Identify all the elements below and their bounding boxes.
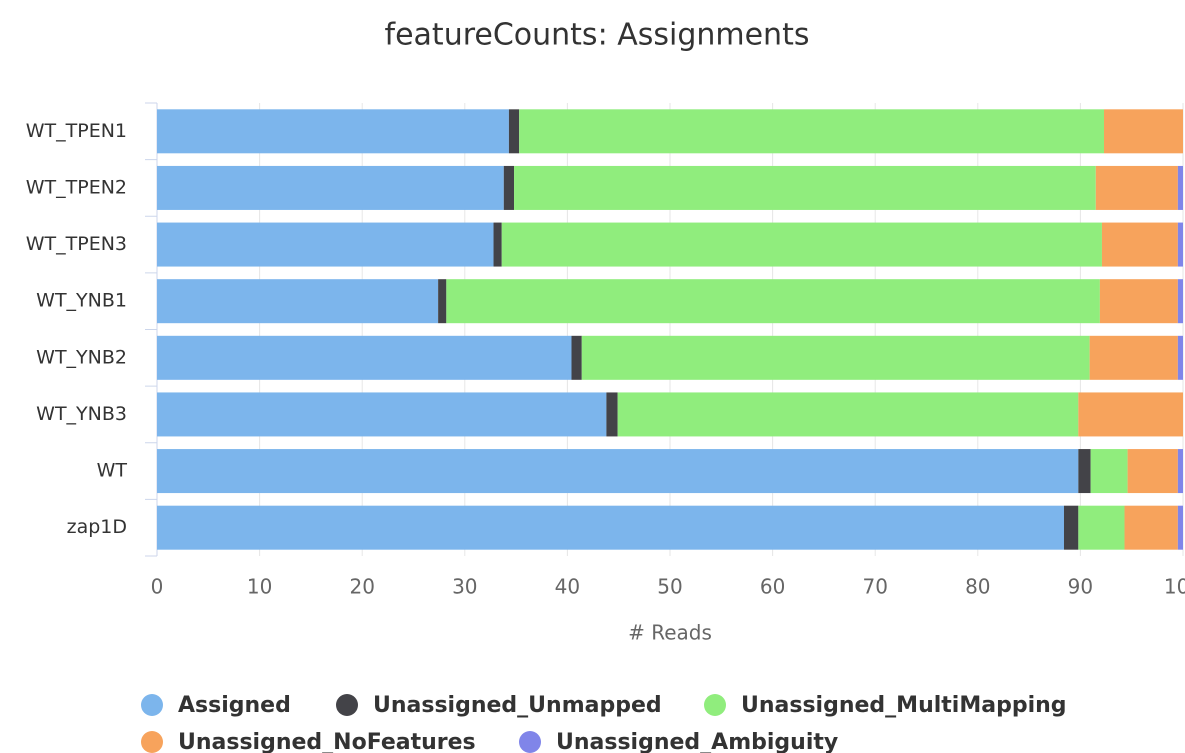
bar-segment	[157, 505, 1064, 550]
bar-segment	[157, 335, 572, 380]
bar-segment	[606, 392, 618, 437]
bar-segment	[514, 165, 1096, 210]
bar-segment	[446, 279, 1100, 324]
bar-segment	[1177, 279, 1183, 324]
bar-segment	[157, 449, 1079, 494]
x-tick-label: 50	[657, 575, 682, 599]
x-tick-label: 60	[760, 575, 785, 599]
bar-segment	[1078, 449, 1091, 494]
y-tick-label: WT	[97, 460, 128, 482]
x-tick-label: 0	[151, 575, 164, 599]
x-tick-label: 90	[1068, 575, 1093, 599]
bar-segment	[519, 109, 1104, 154]
y-tick-label: WT_TPEN2	[26, 176, 127, 198]
bar-segment	[1078, 505, 1125, 550]
bar-segment	[1090, 449, 1128, 494]
bar-segment	[157, 222, 494, 267]
chart-title: featureCounts: Assignments	[385, 18, 810, 53]
bar-segment	[1177, 335, 1183, 380]
bar-segment	[571, 335, 582, 380]
legend-marker	[704, 694, 726, 716]
bar-segment	[1078, 392, 1183, 437]
legend-marker	[519, 731, 541, 753]
bar-segment	[1127, 449, 1178, 494]
bar-segment	[1089, 335, 1178, 380]
bar-segment	[493, 222, 502, 267]
legend-label: Unassigned_MultiMapping	[741, 693, 1067, 718]
x-tick-label: 40	[555, 575, 580, 599]
bar-segment	[1177, 222, 1183, 267]
bar-segment	[438, 279, 447, 324]
bar-segment	[617, 392, 1079, 437]
bar-segment	[581, 335, 1090, 380]
bar-segment	[508, 109, 520, 154]
bar-segment	[1124, 505, 1178, 550]
x-axis-title: # Reads	[628, 621, 712, 645]
legend-marker	[141, 694, 163, 716]
x-tick-label: 30	[452, 575, 477, 599]
legend-label: Unassigned_Unmapped	[373, 693, 662, 718]
x-tick-label: 70	[862, 575, 887, 599]
legend-marker	[141, 731, 163, 753]
bar-segment	[501, 222, 1102, 267]
bar-segment	[1095, 165, 1178, 210]
x-tick-label: 20	[349, 575, 374, 599]
bar-segment	[1103, 109, 1183, 154]
legend-label: Unassigned_Ambiguity	[556, 730, 838, 753]
y-tick-label: WT_YNB2	[36, 346, 127, 368]
x-tick-label: 100	[1164, 575, 1185, 599]
bar-segment	[1099, 279, 1178, 324]
y-tick-label: WT_YNB3	[36, 403, 127, 425]
y-tick-label: WT_TPEN1	[26, 120, 127, 142]
bar-segment	[1101, 222, 1178, 267]
y-tick-label: WT_TPEN3	[26, 233, 127, 255]
y-tick-label: zap1D	[67, 516, 127, 538]
bar-segment	[1177, 165, 1183, 210]
bar-segment	[157, 279, 439, 324]
bar-segment	[1177, 449, 1183, 494]
x-tick-label: 80	[965, 575, 990, 599]
bar-segment	[157, 392, 607, 437]
y-tick-label: WT_YNB1	[36, 290, 127, 312]
bar-segment	[1177, 505, 1183, 550]
legend-label: Unassigned_NoFeatures	[178, 730, 476, 753]
bar-segment	[503, 165, 515, 210]
legend-marker	[336, 694, 358, 716]
bar-segment	[1063, 505, 1079, 550]
bar-segment	[157, 109, 509, 154]
bar-segment	[157, 165, 504, 210]
x-tick-label: 10	[247, 575, 272, 599]
legend-label: Assigned	[178, 693, 291, 718]
